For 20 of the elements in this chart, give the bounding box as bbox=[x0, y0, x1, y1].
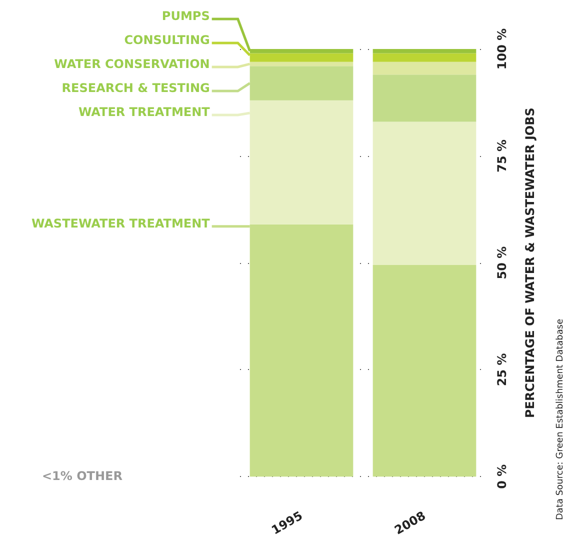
bar bbox=[372, 74, 476, 122]
y-tick-label: 100 % bbox=[495, 28, 509, 70]
bar bbox=[372, 49, 476, 54]
y-tick-label: 50 % bbox=[495, 246, 509, 280]
text: CONSULTING bbox=[124, 33, 210, 47]
text: <1% OTHER bbox=[42, 469, 122, 483]
y-axis-title: PERCENTAGE OF WATER & WASTEWATER JOBS bbox=[523, 108, 537, 418]
text: PUMPS bbox=[162, 9, 210, 23]
bar bbox=[372, 264, 476, 477]
y-tick-label: 25 % bbox=[495, 353, 509, 386]
legend-label: RESEARCH & TESTING bbox=[62, 81, 210, 95]
y-tick-label: 0 % bbox=[495, 464, 509, 489]
bar bbox=[372, 122, 476, 265]
y-tick-label: 75 % bbox=[495, 139, 509, 172]
bar bbox=[372, 62, 476, 75]
bar bbox=[372, 53, 476, 62]
source-note: Data Source: Green Establishment Database bbox=[556, 318, 566, 520]
legend-label: WATER CONSERVATION bbox=[54, 57, 210, 71]
legend-label: WASTEWATER TREATMENT bbox=[31, 216, 211, 230]
legend-label: WATER TREATMENT bbox=[78, 105, 211, 119]
